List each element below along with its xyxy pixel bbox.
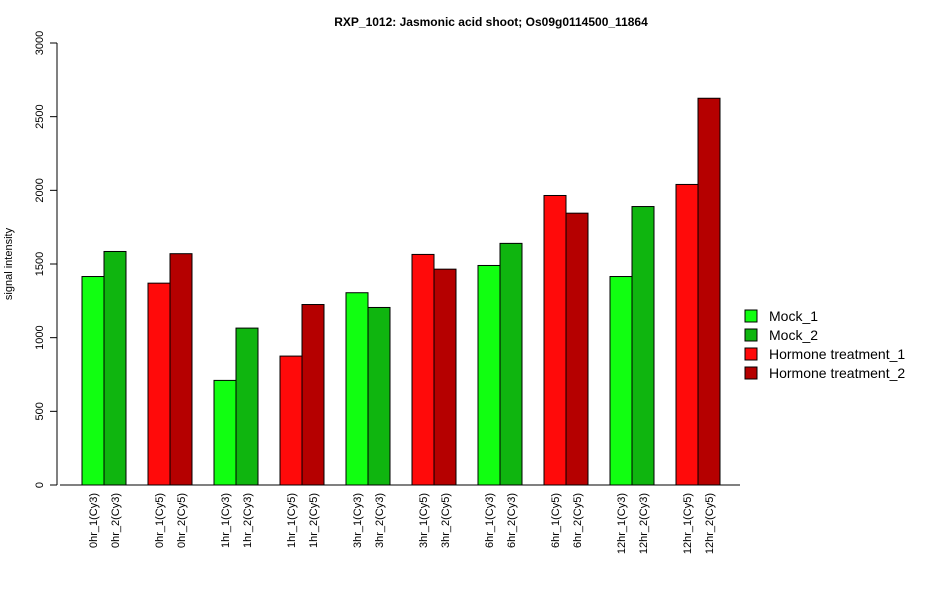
- legend-label: Mock_2: [769, 327, 818, 343]
- bar: [367, 306, 391, 486]
- x-tick-label: 1hr_2(Cy3): [242, 493, 254, 548]
- x-tick-label: 0hr_1(Cy3): [88, 493, 100, 548]
- bar: [477, 264, 501, 486]
- legend-swatch: [744, 328, 758, 342]
- y-tick-label: 1000: [34, 325, 46, 349]
- x-tick-label: 6hr_2(Cy3): [506, 493, 518, 548]
- bar: [213, 379, 237, 486]
- legend-label: Hormone treatment_1: [769, 346, 905, 362]
- x-tick-label: 6hr_2(Cy5): [572, 493, 584, 548]
- bar: [609, 276, 633, 486]
- y-tick-label: 1500: [34, 252, 46, 276]
- bar: [301, 304, 325, 486]
- legend-swatch: [744, 366, 758, 380]
- x-tick-label: 12hr_1(Cy5): [682, 493, 694, 554]
- bar: [345, 292, 369, 486]
- x-tick-label: 1hr_1(Cy5): [286, 493, 298, 548]
- y-tick-label: 2000: [34, 178, 46, 202]
- legend-label: Hormone treatment_2: [769, 365, 905, 381]
- bar: [433, 268, 457, 486]
- bar: [631, 206, 655, 486]
- y-tick-label: 2500: [34, 104, 46, 128]
- x-tick-label: 6hr_1(Cy3): [484, 493, 496, 548]
- bar: [411, 253, 435, 486]
- plot-area: [81, 97, 721, 486]
- chart-title: RXP_1012: Jasmonic acid shoot; Os09g0114…: [334, 15, 648, 29]
- y-tick-label: 3000: [34, 31, 46, 55]
- bar: [235, 327, 259, 486]
- x-axis: 0hr_1(Cy3) 0hr_2(Cy3) 0hr_1(Cy5) 0hr_2(Cy5)…: [60, 484, 740, 554]
- x-tick-label: 3hr_1(Cy5): [418, 493, 430, 548]
- x-tick-label: 0hr_2(Cy5): [176, 493, 188, 548]
- bar: [147, 282, 171, 486]
- x-tick-label: 1hr_1(Cy3): [220, 493, 232, 548]
- x-tick-label: 3hr_1(Cy3): [352, 493, 364, 548]
- bar: [279, 355, 303, 486]
- bar: [565, 212, 589, 486]
- y-tick-label: 500: [34, 402, 46, 420]
- x-tick-label: 0hr_2(Cy3): [110, 493, 122, 548]
- legend-label: Mock_1: [769, 308, 818, 324]
- legend-swatch: [744, 347, 758, 361]
- x-tick-label: 12hr_2(Cy5): [704, 493, 716, 554]
- y-axis-label: signal intensity: [3, 227, 15, 300]
- bar: [499, 242, 523, 486]
- bar: [103, 250, 127, 486]
- x-tick-label: 12hr_2(Cy3): [638, 493, 650, 554]
- bar: [81, 276, 105, 486]
- x-tick-label: 12hr_1(Cy3): [616, 493, 628, 554]
- bar: [169, 253, 193, 486]
- x-tick-label: 3hr_2(Cy3): [374, 493, 386, 548]
- x-tick-label: 1hr_2(Cy5): [308, 493, 320, 548]
- x-tick-label: 3hr_2(Cy5): [440, 493, 452, 548]
- bar: [543, 194, 567, 486]
- x-tick-label: 6hr_1(Cy5): [550, 493, 562, 548]
- y-axis: 0 500 1000 1500 2000 2500 3000: [34, 31, 58, 488]
- legend: Mock_1 Mock_2 Hormone treatment_1 Hormone t…: [744, 308, 905, 381]
- y-tick-label: 0: [34, 482, 46, 488]
- bar: [675, 183, 699, 486]
- legend-swatch: [744, 309, 758, 323]
- bar: [697, 97, 721, 486]
- x-tick-label: 0hr_1(Cy5): [154, 493, 166, 548]
